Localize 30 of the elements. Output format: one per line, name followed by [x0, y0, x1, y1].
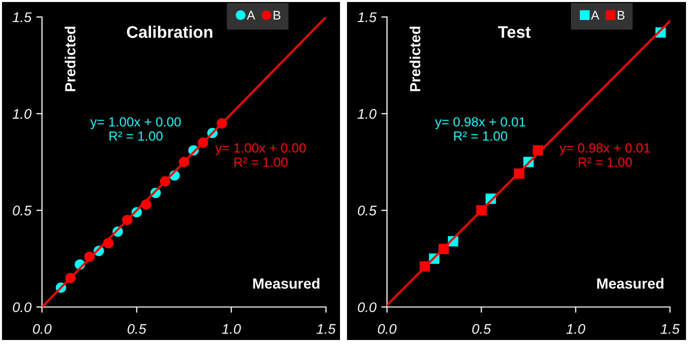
legend-label: B [618, 10, 624, 20]
chart-title: Calibration [126, 26, 212, 38]
x-tick-label: 0.0 [378, 324, 397, 334]
x-axis-title: Measured [597, 278, 664, 289]
y-tick-label: 1.0 [12, 109, 32, 119]
x-tick-label: 1.0 [222, 324, 241, 334]
legend-label: A [246, 10, 256, 20]
annotation: y= 1.00x + 0.00 R² = 1.00 [215, 143, 306, 167]
x-tick-label: 0.5 [472, 324, 492, 334]
y-tick-label: 1.0 [358, 109, 376, 119]
annotation: y= 0.98x + 0.01 R² = 1.00 [434, 117, 526, 141]
y-tick-label: 0.5 [358, 206, 377, 216]
annotation: y= 0.98x + 0.01 R² = 1.00 [559, 143, 650, 167]
y-axis-title: Predicted [410, 26, 420, 92]
y-tick-label: 0.5 [12, 206, 32, 216]
x-tick-label: 1.5 [316, 324, 336, 334]
x-tick-label: 0.5 [128, 324, 146, 334]
y-axis-title: Predicted [64, 26, 76, 92]
y-tick-label: 0.0 [12, 302, 32, 312]
annotation: y= 1.00x + 0.00 R² = 1.00 [90, 117, 181, 141]
y-tick-label: 0.0 [358, 302, 376, 312]
x-tick-label: 1.5 [660, 324, 680, 334]
y-tick-label: 1.5 [358, 12, 377, 22]
x-tick-label: 1.0 [566, 324, 586, 334]
y-tick-label: 1.5 [12, 12, 32, 22]
x-tick-label: 0.0 [32, 324, 52, 334]
legend-label: B [274, 10, 280, 20]
chart-title: Test [498, 26, 531, 38]
x-axis-title: Measured [253, 278, 320, 289]
legend-label: A [590, 10, 600, 20]
